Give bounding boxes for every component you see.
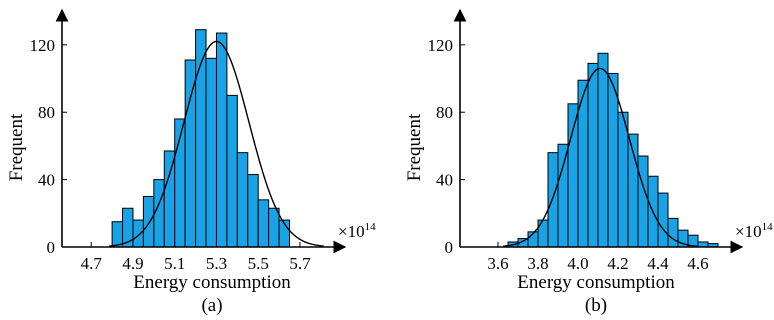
- histogram-bar: [153, 179, 165, 248]
- x-tick-label: 5.5: [248, 254, 269, 273]
- x-tick-label: 3.6: [487, 254, 508, 273]
- y-tick-label: 0: [47, 238, 56, 257]
- normal-fit-curve: [108, 40, 324, 247]
- x-tick-label: 4.7: [81, 254, 103, 273]
- y-tick-label: 40: [436, 171, 453, 190]
- histogram-bar: [587, 62, 599, 248]
- histogram-bar: [657, 192, 669, 248]
- x-axis-exponent: ×1014: [735, 221, 773, 241]
- histogram-bar: [247, 174, 259, 248]
- y-tick-label: 0: [445, 238, 454, 257]
- histogram-bar: [617, 111, 629, 248]
- histogram-bar: [547, 152, 559, 248]
- histogram-bar: [236, 152, 249, 248]
- x-tick-label: 4.2: [607, 254, 628, 273]
- histogram-bar: [111, 221, 124, 248]
- histogram-bar: [667, 217, 679, 248]
- histogram-bar: [567, 103, 579, 248]
- histogram-bar: [122, 207, 134, 248]
- histogram-bar: [537, 219, 549, 248]
- y-axis-label: Frequent: [6, 113, 27, 181]
- x-axis-label: Energy consumption: [133, 272, 291, 293]
- x-tick-label: 4.4: [647, 254, 669, 273]
- x-tick-label: 5.3: [206, 254, 227, 273]
- histogram-bar: [257, 199, 270, 248]
- y-tick-label: 120: [30, 36, 56, 55]
- x-axis-label: Energy consumption: [517, 272, 675, 293]
- histogram-bar: [184, 59, 197, 248]
- histogram-bar: [163, 150, 176, 248]
- histogram-bar: [637, 155, 649, 248]
- x-tick-label: 4.9: [122, 254, 143, 273]
- histogram-bar: [597, 52, 609, 248]
- x-tick-label: 3.8: [527, 254, 548, 273]
- histogram-panel-a: 4.7 4.9 5.1 5.3 5.5 5.7 0 40 80 120 ×1014 Energy co…: [6, 8, 376, 316]
- normal-fit-curve: [502, 67, 698, 247]
- panel-caption: (b): [585, 295, 607, 316]
- histogram-bar: [557, 143, 569, 248]
- histogram-bar: [226, 94, 238, 248]
- y-axis-label: Frequent: [404, 113, 425, 181]
- x-tick-label: 5.1: [164, 254, 185, 273]
- y-tick-label: 80: [38, 103, 55, 122]
- histogram-bar: [607, 72, 619, 248]
- x-tick-label: 4.0: [567, 254, 588, 273]
- y-tick-label: 40: [38, 171, 55, 190]
- x-tick-label: 4.6: [687, 254, 708, 273]
- histogram-bar: [132, 219, 144, 248]
- x-tick-label: 5.7: [289, 254, 311, 273]
- histogram-bar: [142, 195, 155, 248]
- y-tick-label: 80: [436, 103, 453, 122]
- histogram-bar: [205, 57, 217, 248]
- histogram-panel-b: 3.6 3.8 4.0 4.2 4.4 4.6 0 40 80 120 ×1014 Energy co…: [404, 8, 773, 316]
- histogram-bar: [215, 32, 228, 248]
- x-axis-exponent: ×1014: [338, 221, 376, 241]
- histogram-bar: [268, 207, 280, 248]
- panel-caption: (a): [201, 295, 222, 316]
- y-tick-label: 120: [428, 36, 454, 55]
